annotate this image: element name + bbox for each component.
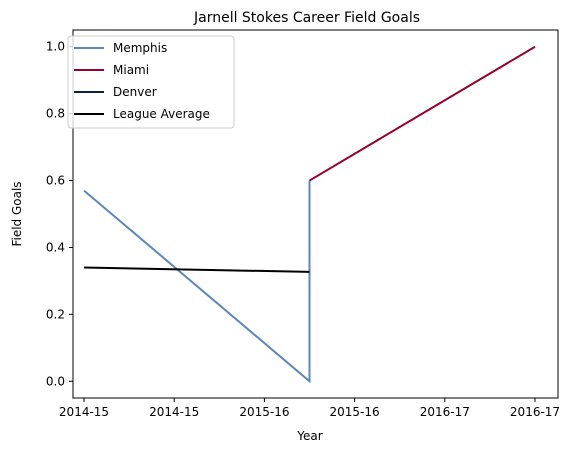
x-axis-label: Year	[296, 429, 322, 443]
x-tick-label: 2015-16	[330, 405, 380, 419]
legend-frame	[67, 35, 235, 129]
x-tick-label: 2015-16	[239, 405, 289, 419]
y-tick-label: 0.0	[46, 374, 65, 388]
plot-lines	[83, 45, 536, 384]
plot-frame	[72, 29, 559, 399]
y-tick-label: 0.6	[46, 174, 65, 188]
chart-title: Jarnell Stokes Career Field Goals	[193, 10, 420, 26]
x-tick-label: 2016-17	[420, 405, 470, 419]
legend-label-denver: Denver	[113, 85, 157, 99]
x-tick-label: 2016-17	[510, 405, 560, 419]
legend-label-memphis: Memphis	[113, 41, 167, 55]
legend-label-miami: Miami	[113, 63, 149, 77]
y-axis-ticks: 0.0 0.2 0.4 0.6 0.8 1.0	[46, 40, 73, 388]
series-line-league-average	[83, 266, 310, 273]
y-tick-label: 0.4	[46, 240, 65, 254]
series-line-miami	[308, 45, 536, 182]
x-tick-label: 2014-15	[149, 405, 199, 419]
legend-label-league-average: League Average	[113, 107, 210, 121]
x-axis-ticks: 2014-15 2014-15 2015-16 2015-16 2016-17 2016-…	[59, 398, 560, 419]
y-tick-label: 0.2	[46, 307, 65, 321]
x-tick-label: 2014-15	[59, 405, 109, 419]
series-line-memphis	[83, 180, 311, 384]
y-tick-label: 0.8	[46, 107, 65, 121]
legend: Memphis Miami Denver League Average	[67, 35, 235, 129]
y-axis-label: Field Goals	[10, 181, 24, 246]
y-tick-label: 1.0	[46, 40, 65, 54]
